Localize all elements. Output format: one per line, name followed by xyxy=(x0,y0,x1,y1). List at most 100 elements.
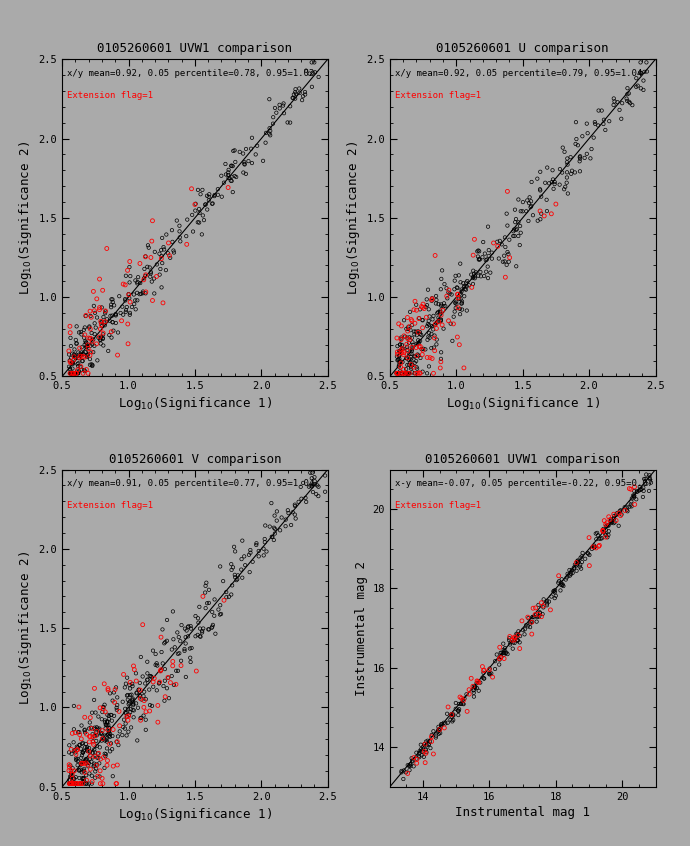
Point xyxy=(264,122,275,135)
Point xyxy=(441,289,452,303)
Point xyxy=(236,552,247,566)
Point xyxy=(102,682,113,695)
Point xyxy=(128,288,139,301)
Point xyxy=(395,356,406,370)
Point xyxy=(395,360,406,374)
Point xyxy=(569,561,580,574)
Point xyxy=(83,321,95,334)
Point xyxy=(203,623,214,636)
Point xyxy=(175,234,186,248)
Text: Extension flag=1: Extension flag=1 xyxy=(395,501,481,510)
Point xyxy=(526,628,538,641)
Point xyxy=(500,231,511,244)
Point xyxy=(561,176,572,190)
Point xyxy=(504,634,515,647)
Point xyxy=(146,266,157,280)
Point xyxy=(77,736,88,750)
Point xyxy=(77,772,88,785)
Point xyxy=(191,664,202,678)
Point xyxy=(420,746,431,760)
Point xyxy=(635,81,647,95)
Point xyxy=(282,503,293,517)
Point xyxy=(127,693,138,706)
Point xyxy=(634,480,645,493)
Point xyxy=(204,596,215,610)
Point xyxy=(294,86,305,100)
Point xyxy=(85,322,96,336)
Point xyxy=(612,96,623,109)
Point xyxy=(78,756,89,770)
Point xyxy=(412,348,423,361)
Point xyxy=(471,266,482,279)
Point xyxy=(519,628,530,641)
Point xyxy=(120,269,131,283)
Point xyxy=(103,718,114,732)
Point xyxy=(464,687,475,700)
Point xyxy=(89,743,100,756)
Point xyxy=(491,648,502,662)
Point xyxy=(274,102,285,115)
Point xyxy=(97,732,108,745)
Point xyxy=(502,219,513,233)
Point xyxy=(144,698,155,711)
Point xyxy=(165,676,176,689)
Point xyxy=(533,610,544,624)
Point xyxy=(75,325,86,338)
Point xyxy=(68,777,79,790)
Point xyxy=(92,722,103,735)
Point xyxy=(144,683,155,696)
Point xyxy=(586,142,597,156)
Point xyxy=(540,176,551,190)
Point xyxy=(454,338,465,351)
Point xyxy=(65,331,76,344)
Point xyxy=(158,679,169,693)
Point xyxy=(186,622,197,635)
Point xyxy=(406,360,417,373)
Point xyxy=(393,344,404,358)
Point xyxy=(424,351,435,365)
Point xyxy=(98,750,109,764)
Point xyxy=(513,216,524,229)
Point xyxy=(468,270,479,283)
Point xyxy=(406,358,417,371)
Point xyxy=(90,762,101,776)
Point xyxy=(636,482,647,496)
Point xyxy=(319,469,331,482)
Point xyxy=(118,667,129,681)
Point xyxy=(156,281,167,294)
Point xyxy=(228,561,239,574)
Point xyxy=(90,321,101,334)
Point xyxy=(436,717,447,731)
Point xyxy=(97,712,108,726)
Point xyxy=(145,270,156,283)
Point xyxy=(81,336,92,349)
Point xyxy=(67,366,78,380)
Point xyxy=(294,82,305,96)
Point xyxy=(402,343,413,357)
Point xyxy=(215,560,226,574)
Point xyxy=(140,250,151,264)
Point xyxy=(549,178,560,191)
Point xyxy=(448,713,459,727)
Point xyxy=(90,765,101,778)
Point xyxy=(408,360,420,374)
Point xyxy=(394,349,405,362)
Point xyxy=(179,644,190,657)
Point xyxy=(95,322,106,336)
Point xyxy=(125,702,136,716)
Point xyxy=(455,287,466,300)
Point xyxy=(402,352,413,365)
Point xyxy=(101,733,112,747)
Point xyxy=(68,772,79,785)
Point xyxy=(156,250,167,263)
Point xyxy=(553,569,564,583)
Point xyxy=(83,332,95,345)
Point xyxy=(438,299,449,313)
Point xyxy=(64,320,75,333)
Point xyxy=(77,737,88,750)
Point xyxy=(111,735,122,749)
Point xyxy=(469,679,480,693)
Point xyxy=(589,541,600,554)
Point xyxy=(402,758,413,772)
Point xyxy=(424,327,435,340)
